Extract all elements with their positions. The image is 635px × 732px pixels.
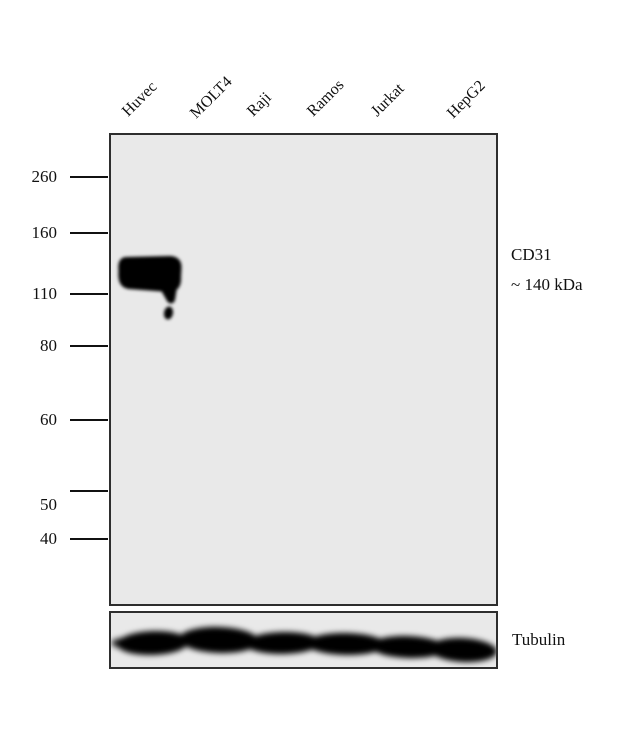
lane-label-hepg2: HepG2 <box>443 77 489 122</box>
lane-label-jurkat: Jurkat <box>367 80 408 120</box>
mw-marker-tick-80 <box>70 345 108 347</box>
lane-label-molt4: MOLT4 <box>186 73 236 122</box>
loading-control-panel <box>109 611 498 669</box>
lane-label-raji: Raji <box>243 89 275 120</box>
mw-marker-label-60: 60 <box>40 410 57 429</box>
lane-label-ramos: Ramos <box>303 76 348 120</box>
target-name-label: CD31 <box>511 245 552 264</box>
cd31-band-huvec <box>118 256 182 320</box>
target-size-label: ~ 140 kDa <box>511 275 583 294</box>
mw-marker-label-80: 80 <box>40 336 57 355</box>
tubulin-bands <box>111 626 496 663</box>
target-annotation: CD31 ~ 140 kDa <box>511 240 583 300</box>
mw-marker-label-40: 40 <box>40 529 57 548</box>
mw-marker-tick-50 <box>70 490 108 492</box>
mw-marker-label-110: 110 <box>32 284 57 303</box>
lane-label-huvec: Huvec <box>118 78 161 120</box>
mw-marker-label-160: 160 <box>31 223 58 242</box>
loading-control-label: Tubulin <box>512 630 566 649</box>
mw-marker-tick-60 <box>70 419 108 421</box>
mw-marker-label-260: 260 <box>31 167 58 186</box>
mw-marker-tick-40 <box>70 538 108 540</box>
mw-marker-tick-110 <box>70 293 108 295</box>
mw-marker-label-50: 50 <box>40 495 57 514</box>
mw-marker-tick-160 <box>70 232 108 234</box>
mw-marker-tick-260 <box>70 176 108 178</box>
blot-membrane-panel <box>109 133 498 606</box>
